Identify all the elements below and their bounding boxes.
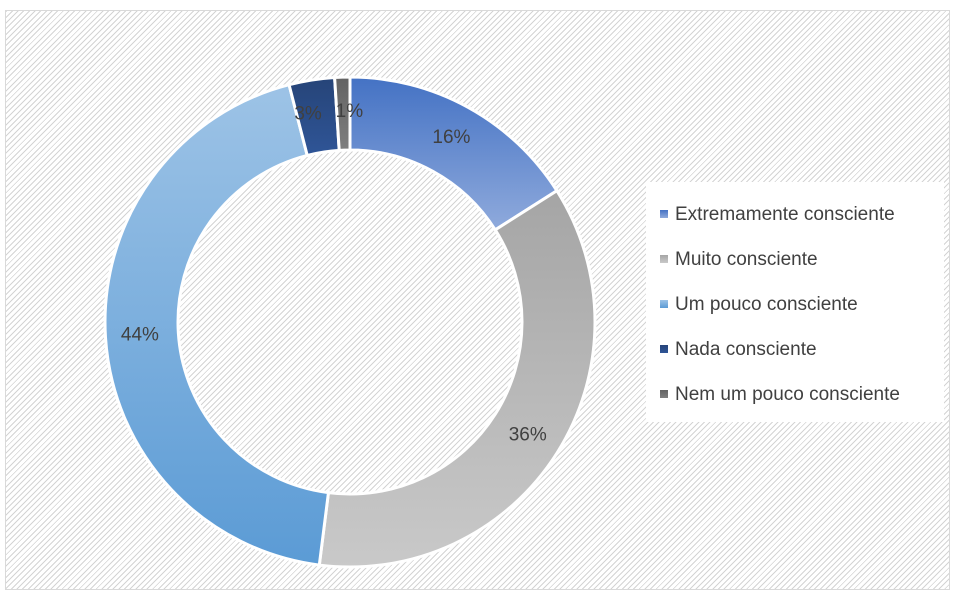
- slice-um-pouco-consciente: [103, 82, 331, 567]
- legend-item-um-pouco-consciente: Um pouco consciente: [660, 292, 858, 318]
- data-label-nada-consciente: 3%: [294, 104, 322, 125]
- legend-item-extremamente-consciente: Extremamente consciente: [660, 202, 895, 228]
- legend-label: Nem um pouco consciente: [675, 384, 900, 405]
- slice-extremamente-consciente: [348, 75, 559, 232]
- legend-label: Extremamente consciente: [675, 204, 895, 225]
- legend-swatch: [660, 210, 668, 218]
- slice-nem-um-pouco-consciente: [333, 75, 352, 152]
- data-label-um-pouco-consciente: 44%: [121, 325, 159, 346]
- legend-label: Um pouco consciente: [675, 294, 858, 315]
- chart-legend: Extremamente consciente Muito consciente U…: [646, 182, 944, 422]
- slice-muito-consciente: [317, 188, 597, 569]
- data-label-muito-consciente: 36%: [509, 424, 547, 445]
- legend-label: Nada consciente: [675, 339, 817, 360]
- legend-item-nada-consciente: Nada consciente: [660, 337, 817, 363]
- legend-swatch: [660, 300, 668, 308]
- legend-swatch: [660, 390, 668, 398]
- data-label-extremamente-consciente: 16%: [432, 127, 470, 148]
- legend-swatch: [660, 345, 668, 353]
- legend-label: Muito consciente: [675, 249, 818, 270]
- legend-item-muito-consciente: Muito consciente: [660, 247, 818, 273]
- legend-swatch: [660, 255, 668, 263]
- legend-item-nem-um-pouco-consciente: Nem um pouco consciente: [660, 382, 900, 408]
- data-label-nem-um-pouco-consciente: 1%: [336, 101, 364, 122]
